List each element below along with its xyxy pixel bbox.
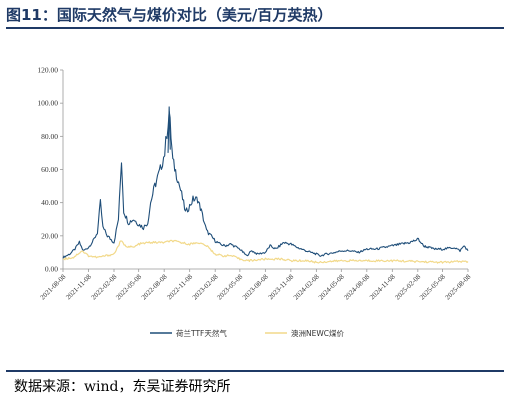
legend: 荷兰TTF天然气 澳洲NEWC煤价: [150, 328, 345, 338]
source-note: 数据来源：wind，东吴证券研究所: [14, 379, 231, 395]
x-tick-label: 2022-05-08: [114, 272, 143, 301]
legend-label: 澳洲NEWC煤价: [291, 328, 345, 338]
x-tick-label: 2024-08-08: [342, 272, 371, 301]
axes: [62, 70, 468, 270]
figure-title: 图11：国际天然气与煤价对比（美元/百万英热）: [6, 6, 333, 24]
y-tick-label: 80.00: [41, 132, 58, 141]
y-tick-label: 0.00: [45, 265, 58, 274]
title-rule: [6, 27, 504, 29]
x-axis-ticks: 2021-08-082021-11-082022-02-082022-05-08…: [39, 269, 473, 302]
x-tick-label: 2024-02-08: [292, 272, 321, 301]
x-tick-label: 2022-08-08: [140, 272, 169, 301]
ttf-peak-spike: [167, 106, 171, 153]
x-tick-label: 2021-11-08: [64, 272, 93, 301]
series-lines: [62, 106, 469, 264]
y-tick-label: 40.00: [41, 198, 58, 207]
source-rule: [6, 370, 504, 372]
line-chart: 0.00 20.00 40.00 60.00 80.00 100.00 120.00 202…: [37, 66, 473, 339]
legend-label: 荷兰TTF天然气: [176, 328, 227, 338]
ttf-series-line: [62, 110, 469, 259]
x-tick-label: 2025-08-08: [444, 272, 473, 301]
y-tick-label: 20.00: [41, 231, 58, 240]
x-tick-label: 2022-11-08: [166, 272, 195, 301]
newc-series-line: [62, 239, 469, 264]
x-tick-label: 2023-11-08: [267, 272, 296, 301]
x-tick-label: 2024-11-08: [368, 272, 397, 301]
y-tick-label: 100.00: [37, 99, 58, 108]
x-tick-label: 2021-08-08: [39, 272, 68, 301]
x-tick-label: 2025-05-08: [418, 272, 447, 301]
y-tick-label: 120.00: [37, 66, 58, 75]
y-tick-label: 60.00: [41, 165, 58, 174]
x-tick-label: 2023-08-08: [241, 272, 270, 301]
x-tick-label: 2023-05-08: [216, 272, 245, 301]
x-tick-label: 2024-05-08: [317, 272, 346, 301]
y-axis-ticks: 0.00 20.00 40.00 60.00 80.00 100.00 120.00: [37, 66, 63, 274]
